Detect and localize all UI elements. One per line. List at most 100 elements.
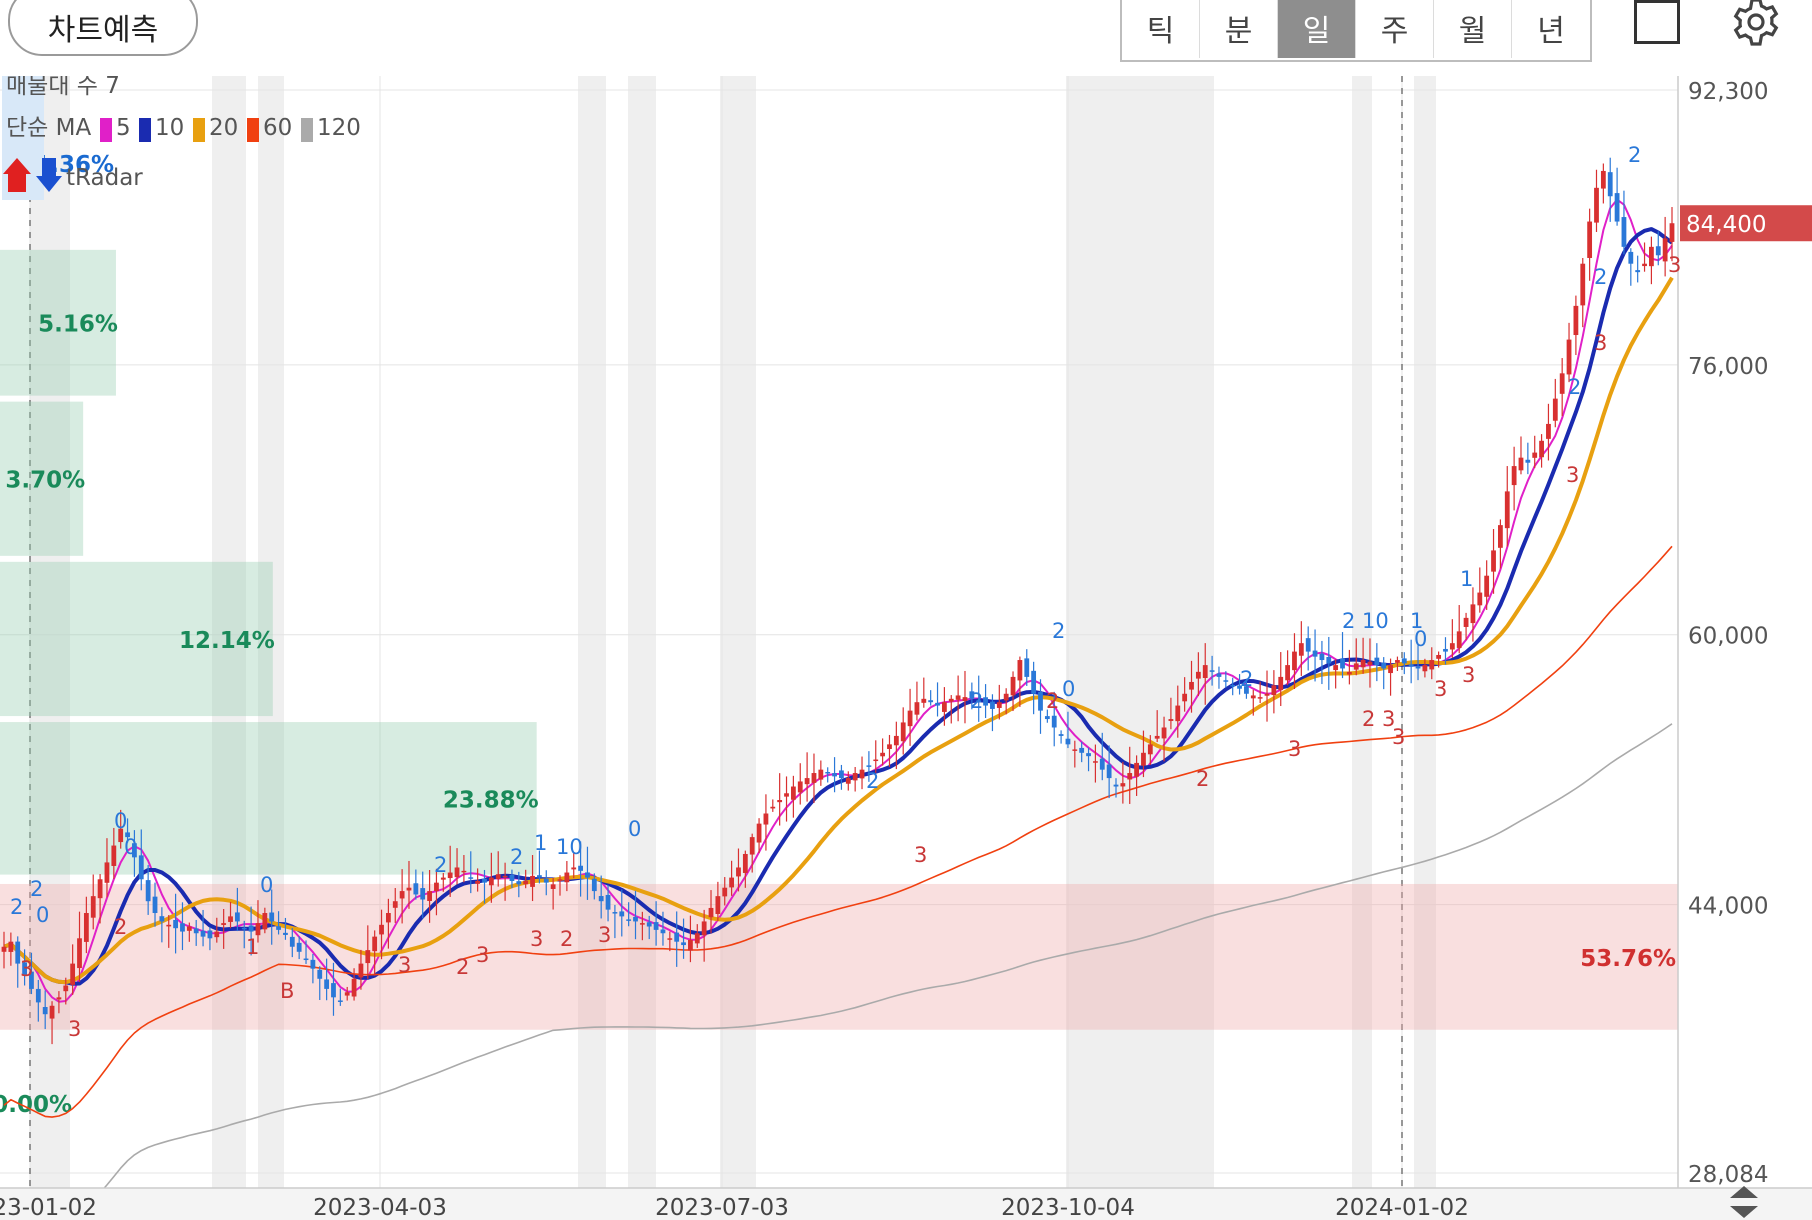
signal-mark: 2	[1568, 375, 1581, 399]
candle-body	[454, 867, 460, 878]
candle-body	[1367, 661, 1373, 666]
candle-body	[866, 765, 872, 767]
tab-month[interactable]: 월	[1434, 0, 1512, 58]
volume-profile-label: 5.16%	[38, 312, 118, 338]
signal-mark: 0	[1414, 627, 1427, 651]
volume-profile-bar	[0, 561, 273, 717]
x-tick-label: 2023-07-03	[655, 1195, 789, 1220]
candle-body	[90, 896, 96, 918]
candle-body	[392, 901, 398, 908]
tab-day[interactable]: 일	[1278, 0, 1356, 58]
candle-body	[845, 778, 851, 784]
candle-body	[262, 913, 268, 930]
volume-profile-label: 0.00%	[0, 1092, 72, 1118]
candle-body	[42, 1007, 48, 1015]
candle-body	[557, 879, 563, 881]
candle-body	[1161, 727, 1167, 739]
candle-body	[180, 923, 185, 932]
candle-body	[1195, 671, 1201, 679]
candle-body	[811, 773, 817, 783]
candle-body	[777, 800, 783, 803]
fullscreen-icon[interactable]	[1634, 0, 1680, 44]
candle-body	[1360, 660, 1366, 668]
candle-body	[1518, 457, 1524, 471]
signal-mark: 3	[1392, 725, 1405, 749]
candle-body	[1381, 662, 1387, 669]
candle-body	[1587, 221, 1593, 258]
holiday-band	[1066, 76, 1214, 1188]
signal-mark: 1	[1410, 609, 1423, 633]
candle-body	[585, 872, 590, 878]
candle-body	[1038, 691, 1043, 711]
x-axis-panel	[0, 1188, 1812, 1220]
candle-body	[928, 700, 934, 703]
tab-minute[interactable]: 분	[1200, 0, 1278, 58]
price-chart[interactable]: 1.36%5.16%3.70%12.14%23.88%53.76%0.00% 9…	[0, 76, 1812, 1220]
candle-body	[186, 926, 192, 931]
candle-body	[729, 877, 735, 888]
candle-body	[708, 907, 714, 918]
holiday-band	[212, 76, 246, 1188]
candle-body	[1127, 773, 1133, 780]
tab-tick[interactable]: 틱	[1122, 0, 1200, 58]
candle-body	[852, 773, 858, 781]
signal-mark: 3	[598, 923, 611, 947]
candle-body	[104, 862, 110, 883]
candle-body	[1456, 631, 1462, 648]
candle-body	[1250, 695, 1256, 699]
candle-body	[1395, 660, 1400, 663]
candle-body	[715, 896, 721, 914]
candle-body	[1525, 459, 1531, 463]
gear-icon[interactable]	[1728, 0, 1784, 50]
current-price-badge	[1680, 205, 1812, 242]
signal-mark: 2	[114, 915, 127, 939]
candle-body	[1292, 651, 1297, 671]
candle-body	[145, 880, 151, 902]
candle-body	[983, 697, 988, 706]
candle-body	[1607, 172, 1613, 197]
candle-body	[331, 983, 336, 998]
candle-body	[1655, 246, 1661, 256]
tab-year[interactable]: 년	[1537, 14, 1565, 49]
candle-body	[646, 922, 652, 927]
candle-body	[344, 992, 350, 996]
candle-body	[1134, 762, 1139, 777]
candle-body	[914, 702, 920, 715]
volume-profile: 1.36%5.16%3.70%12.14%23.88%53.76%0.00%	[0, 152, 1678, 1118]
y-tick-label: 76,000	[1688, 354, 1768, 380]
candle-body	[1443, 648, 1448, 652]
candle-body	[832, 773, 837, 777]
signal-mark: 2	[1594, 265, 1607, 289]
current-price-label: 84,400	[1686, 212, 1766, 238]
ma-legend-swatch	[139, 118, 151, 142]
candle-body	[1353, 663, 1359, 670]
holiday-band	[578, 76, 606, 1188]
candle-body	[358, 963, 364, 978]
candle-body	[633, 916, 638, 922]
candle-body	[207, 930, 213, 939]
signal-mark: 10	[556, 835, 583, 859]
volume-profile-bar	[0, 722, 537, 875]
candle-body	[1093, 761, 1098, 763]
candle-body	[893, 735, 899, 746]
tab-week[interactable]: 주	[1356, 0, 1434, 58]
ma-legend-swatch	[301, 118, 313, 142]
candle-body	[1504, 491, 1510, 529]
candle-body	[1511, 466, 1517, 486]
candle-body	[976, 700, 982, 703]
candle-body	[1230, 685, 1236, 687]
x-tick-label: 2023-10-04	[1001, 1195, 1135, 1220]
signal-mark: 3	[1288, 737, 1301, 761]
volume-profile-bar	[0, 249, 116, 396]
candle-body	[482, 878, 487, 883]
candle-body	[543, 878, 549, 883]
candle-body	[221, 923, 227, 925]
candle-body	[132, 843, 137, 858]
ma-line-60	[3, 545, 1673, 1118]
signal-mark: 3	[398, 953, 411, 977]
top-toolbar: 차트예측 틱 분 일 주 월 년	[0, 0, 1812, 76]
down-arrow-icon	[36, 158, 62, 192]
candle-body	[1154, 735, 1160, 739]
chart-predict-button[interactable]: 차트예측	[8, 0, 198, 56]
candle-body	[1024, 658, 1030, 677]
